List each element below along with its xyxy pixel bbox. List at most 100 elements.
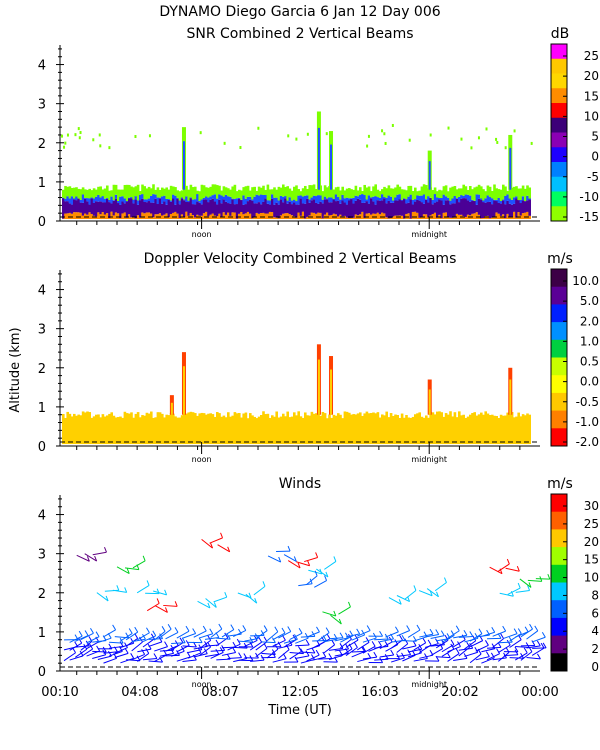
- wind-barb: [69, 655, 84, 661]
- colorbar-label: 4: [591, 624, 599, 638]
- heatmap-cell: [381, 212, 384, 220]
- heatmap-cell: [427, 196, 430, 203]
- wind-barb: [374, 658, 389, 661]
- heatmap-cell: [163, 188, 166, 196]
- heatmap-cell: [301, 188, 305, 197]
- heatmap-cell: [323, 196, 327, 200]
- heatmap-cell: [227, 212, 230, 220]
- speckle: [61, 134, 64, 138]
- heatmap-cell: [251, 415, 254, 445]
- wind-barb: [379, 641, 393, 649]
- wind-barb-feather: [185, 640, 190, 646]
- heatmap-cell: [194, 199, 197, 205]
- heatmap-cell: [62, 189, 65, 198]
- heatmap-cell: [348, 188, 351, 199]
- heatmap-cell: [147, 198, 151, 202]
- heatmap-cell: [169, 200, 173, 202]
- heatmap-cell: [370, 197, 373, 199]
- wind-barb-feather: [84, 630, 89, 636]
- wind-barb-feather: [339, 643, 344, 649]
- wind-barb: [283, 639, 297, 648]
- heatmap-cell: [484, 216, 487, 220]
- heatmap-cell: [460, 198, 463, 215]
- wind-barb-feather: [156, 598, 160, 604]
- wind-barb: [244, 640, 258, 647]
- wind-barb: [452, 639, 466, 648]
- heatmap-cell: [253, 416, 256, 445]
- heatmap-cell: [238, 413, 241, 445]
- heatmap-cell: [513, 417, 516, 445]
- heatmap-cell: [513, 186, 516, 198]
- heatmap-cell: [341, 418, 344, 445]
- heatmap-cell: [128, 413, 131, 445]
- heatmap-cell: [128, 184, 131, 198]
- heatmap-cell: [244, 186, 248, 199]
- heatmap-cell: [106, 198, 109, 199]
- heatmap-cell: [363, 217, 366, 220]
- wind-barb: [255, 630, 268, 640]
- heatmap-cell: [242, 214, 245, 220]
- wind-barb: [204, 653, 219, 658]
- heatmap-cell: [251, 187, 254, 200]
- wind-barb: [142, 638, 155, 648]
- wind-barb: [188, 649, 202, 654]
- heatmap-cell: [222, 186, 226, 197]
- heatmap-cell: [365, 187, 369, 200]
- wind-barb-feather: [142, 633, 146, 640]
- heatmap-cell: [95, 196, 98, 202]
- heatmap-cell: [268, 417, 272, 445]
- heatmap-cell: [488, 218, 492, 220]
- heatmap-cell: [180, 415, 184, 445]
- wind-barb: [419, 633, 434, 638]
- heatmap-cell: [253, 216, 256, 220]
- wind-barb: [505, 567, 520, 572]
- heatmap-cell: [130, 198, 133, 218]
- heatmap-cell: [130, 186, 133, 198]
- heatmap-cell: [449, 411, 452, 445]
- heatmap-cell: [502, 200, 505, 215]
- heatmap-cell: [125, 201, 129, 218]
- wind-barb-feather: [534, 625, 539, 632]
- heatmap-cell: [249, 413, 252, 445]
- noon-label: noon: [192, 230, 212, 239]
- heatmap-cell: [246, 201, 250, 212]
- heatmap-cell: [242, 204, 245, 215]
- heatmap-cell: [433, 212, 437, 220]
- speckle: [92, 138, 95, 142]
- heatmap-cell: [143, 202, 146, 214]
- heatmap-cell: [304, 185, 307, 196]
- heatmap-cell: [526, 185, 529, 196]
- time-tick-label: 16:03: [361, 685, 398, 700]
- heatmap-cell: [438, 199, 441, 215]
- heatmap-cell: [482, 218, 485, 220]
- wind-barb: [426, 588, 439, 598]
- wind-barb-feather: [333, 610, 337, 617]
- heatmap-cell: [526, 413, 529, 445]
- heatmap-cell: [517, 212, 520, 220]
- wind-barb-feather: [527, 585, 531, 591]
- wind-barb-feather: [297, 562, 301, 569]
- heatmap-cell: [251, 200, 254, 219]
- heatmap-cell: [367, 413, 371, 445]
- heatmap-cell: [528, 198, 531, 200]
- wind-barb-feather: [537, 653, 541, 660]
- heatmap-cell: [207, 202, 210, 217]
- heatmap-cell: [400, 215, 404, 220]
- wind-barb: [402, 654, 416, 662]
- heatmap-cell: [165, 198, 168, 205]
- wind-barb: [86, 636, 100, 644]
- heatmap-cell: [169, 412, 173, 445]
- heatmap-cell: [418, 412, 421, 445]
- wind-barb: [80, 632, 94, 641]
- heatmap-cell: [453, 412, 457, 445]
- wind-barb-feather: [174, 627, 179, 633]
- wind-barb: [418, 590, 433, 597]
- wind-barb: [357, 657, 372, 663]
- heatmap-cell: [178, 218, 182, 220]
- heatmap-cell: [119, 196, 122, 205]
- colorbar-swatch: [551, 564, 567, 583]
- wind-barb-feather: [213, 602, 217, 608]
- heatmap-cell: [147, 186, 151, 199]
- heatmap-cell: [411, 416, 415, 445]
- heatmap-cell: [198, 202, 201, 216]
